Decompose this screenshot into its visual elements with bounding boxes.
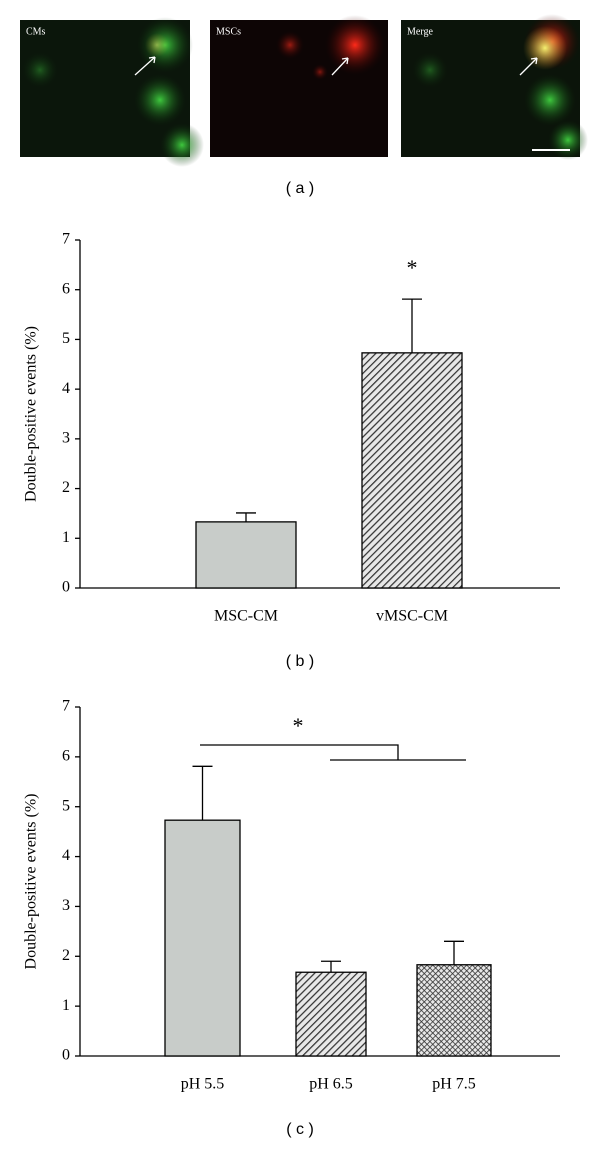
y-tick-label: 6 [62,280,70,297]
bar [195,521,297,589]
y-tick-label: 6 [62,748,70,765]
y-tick-label: 0 [62,1047,70,1064]
y-tick-label: 2 [62,947,70,964]
bar [295,971,367,1057]
panel-caption: ( c ) [286,1121,314,1138]
bar [164,819,241,1057]
image-label: CMs [26,26,46,37]
y-tick-label: 5 [62,797,70,814]
y-tick-label: 5 [62,330,70,347]
y-tick-label: 7 [62,698,70,715]
y-axis-label: Double-positive events (%) [23,794,40,970]
micrograph [210,15,388,157]
bar [416,964,492,1057]
micrograph [20,17,204,167]
significance-bracket [200,744,466,761]
x-tick-label: MSC-CM [214,608,278,625]
y-axis-label: Double-positive events (%) [23,326,40,502]
x-tick-label: pH 5.5 [181,1076,225,1093]
panel-caption: ( b ) [286,653,314,670]
y-tick-label: 1 [62,997,70,1014]
bar [361,352,463,589]
y-tick-label: 2 [62,479,70,496]
image-label: MSCs [216,26,241,37]
y-tick-label: 3 [62,430,70,447]
significance-marker: * [407,255,418,280]
y-tick-label: 3 [62,897,70,914]
micrograph [401,14,588,160]
y-tick-label: 4 [62,380,70,397]
x-tick-label: vMSC-CM [376,608,448,625]
x-tick-label: pH 7.5 [432,1076,476,1093]
image-label: Merge [407,26,433,37]
panel-caption: ( a ) [286,180,314,197]
y-tick-label: 7 [62,231,70,248]
y-tick-label: 4 [62,847,70,864]
y-tick-label: 1 [62,529,70,546]
significance-marker: * [293,713,304,738]
y-tick-label: 0 [62,579,70,596]
x-tick-label: pH 6.5 [309,1076,353,1093]
